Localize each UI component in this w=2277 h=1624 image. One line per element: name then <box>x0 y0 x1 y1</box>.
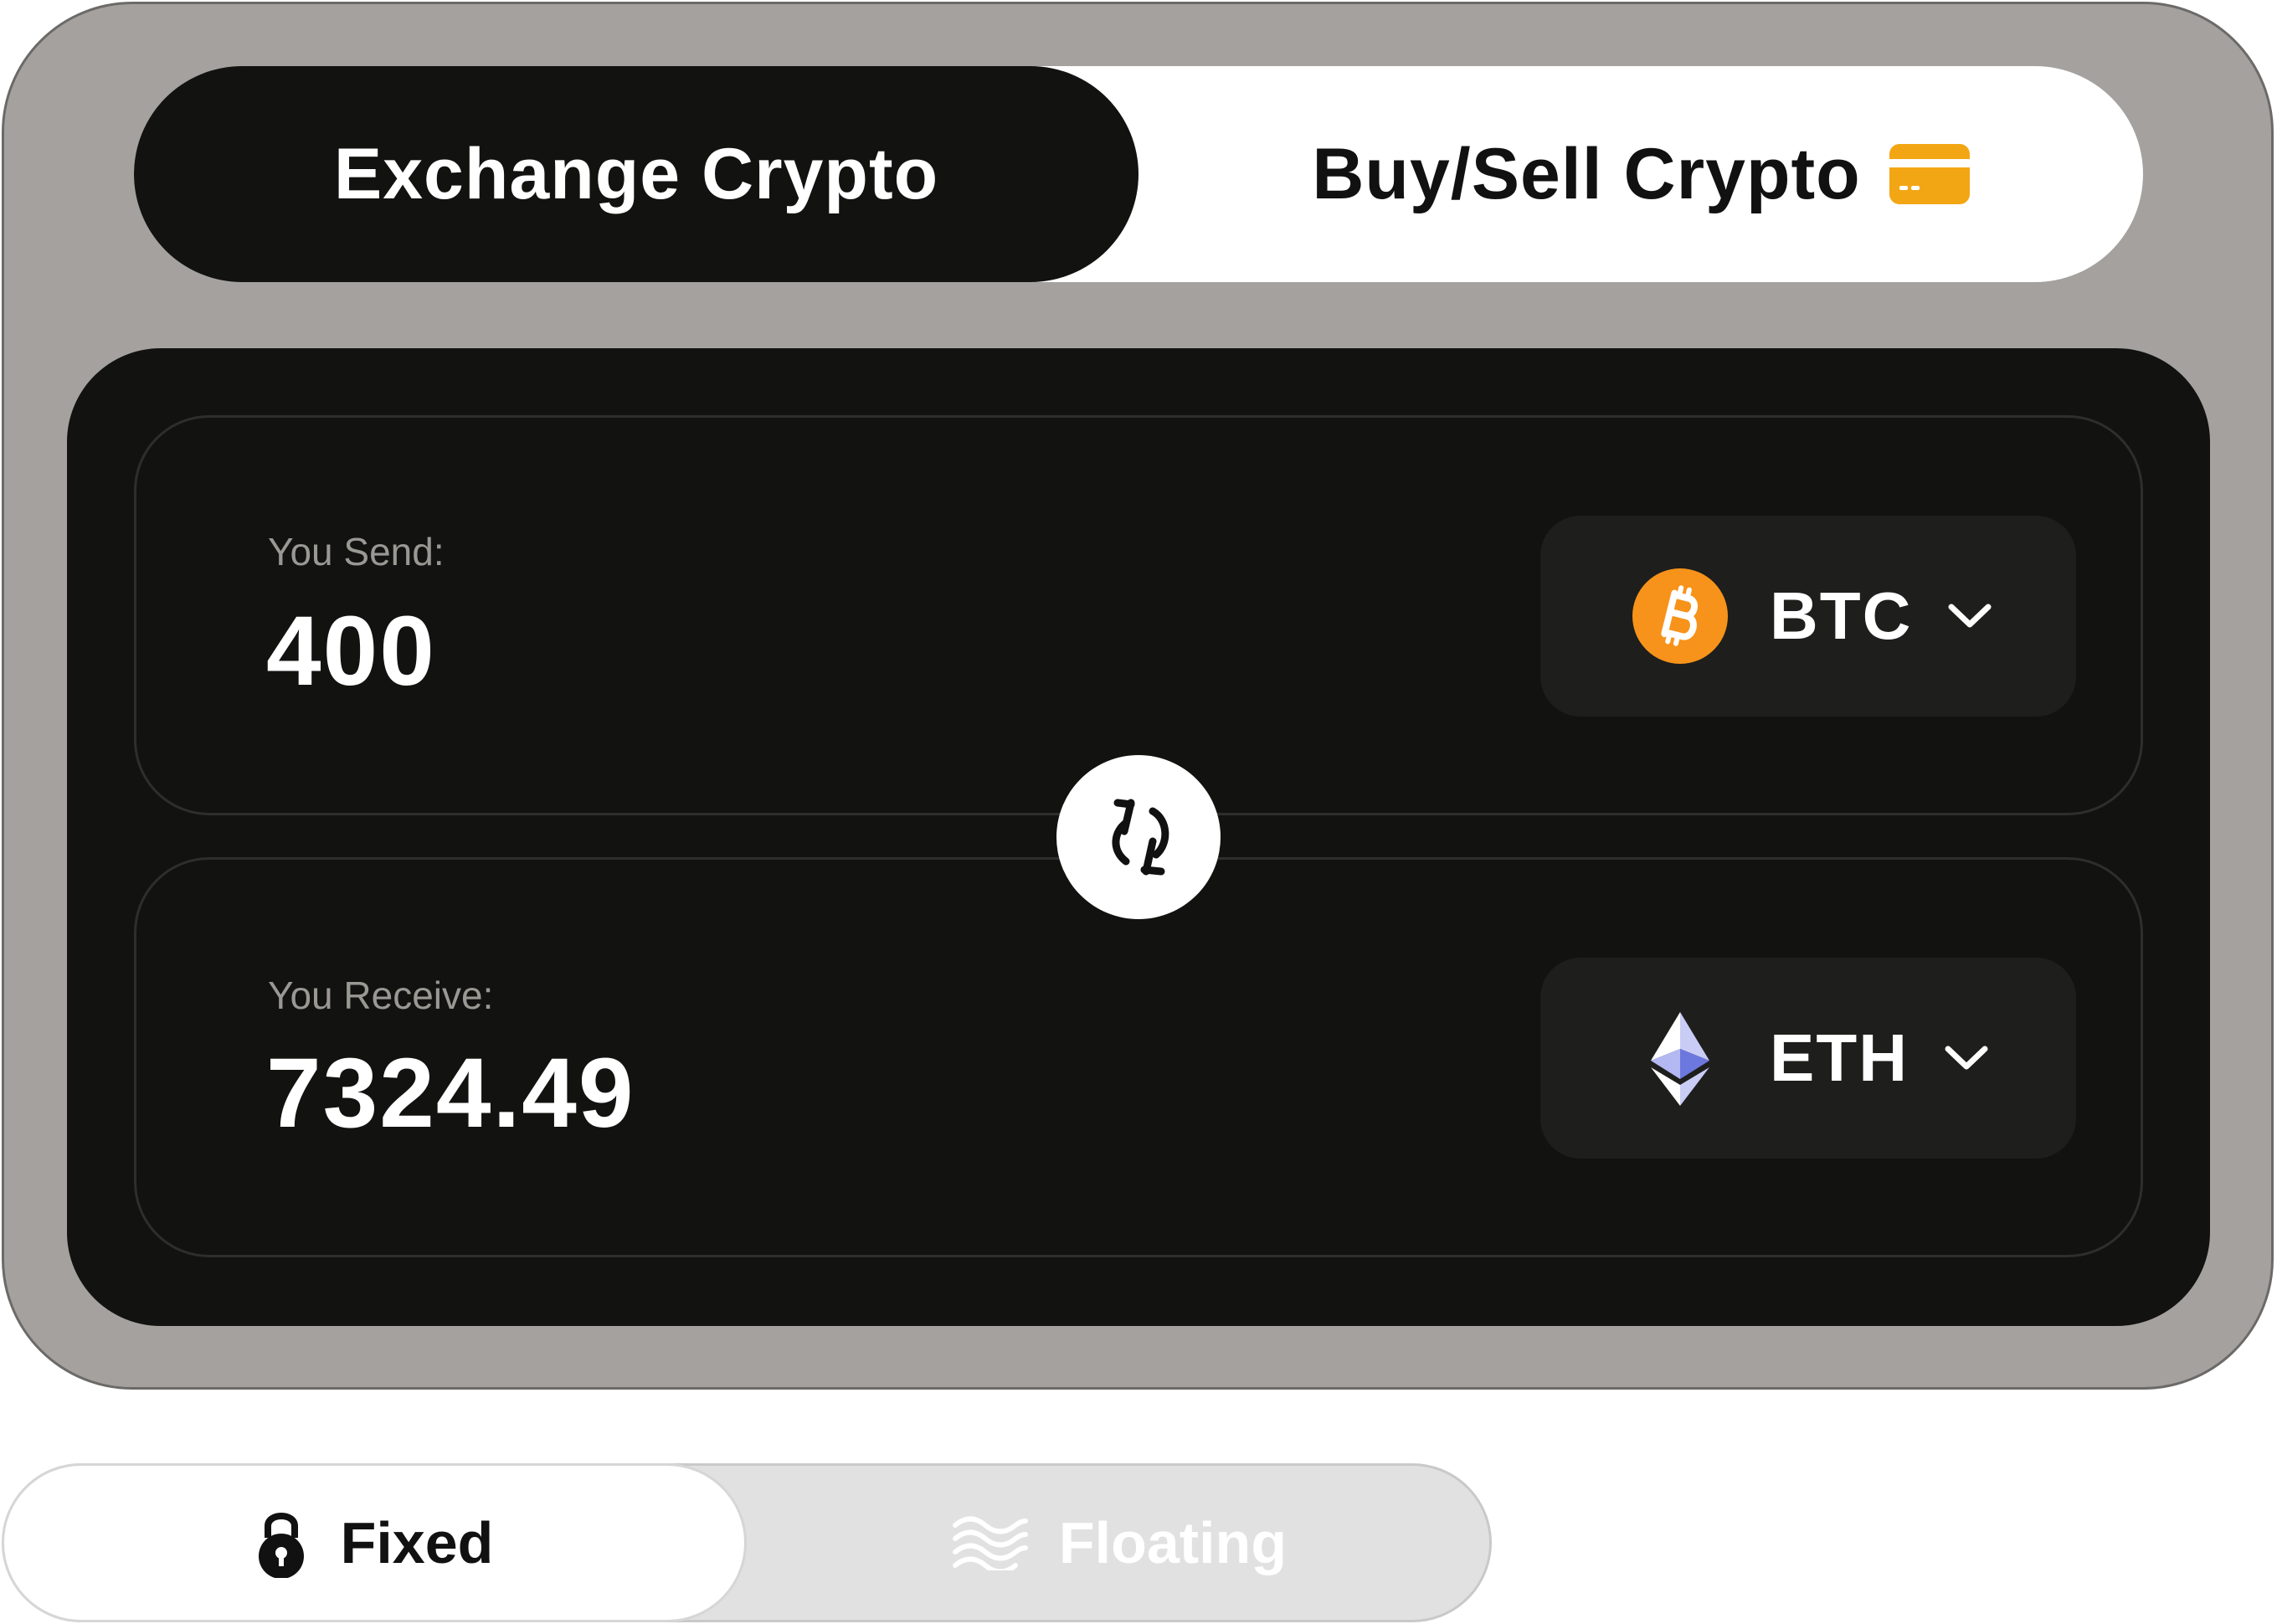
floating-label: Floating <box>1058 1510 1288 1575</box>
waves-icon <box>952 1516 1028 1570</box>
tab-exchange-label: Exchange Crypto <box>333 133 939 214</box>
receive-currency-select[interactable]: ETH <box>1540 958 2076 1159</box>
rate-option-floating[interactable]: Floating <box>747 1463 1492 1622</box>
chevron-down-icon <box>1945 1046 1988 1070</box>
tab-buy-sell-crypto[interactable]: Buy/Sell Crypto <box>1138 66 2143 282</box>
receive-amount-value: 7324.49 <box>266 1038 635 1149</box>
rate-option-fixed[interactable]: Fixed <box>2 1463 747 1622</box>
lock-icon <box>258 1513 304 1578</box>
tab-exchange-crypto[interactable]: Exchange Crypto <box>134 66 1138 282</box>
send-amount-input[interactable]: 400 <box>266 596 436 707</box>
fixed-label: Fixed <box>340 1510 494 1575</box>
ethereum-icon <box>1651 1012 1709 1106</box>
receive-currency-label: ETH <box>1770 1020 1909 1095</box>
bitcoin-icon <box>1632 568 1728 664</box>
send-currency-select[interactable]: BTC <box>1540 516 2076 717</box>
tab-buysell-label: Buy/Sell Crypto <box>1312 133 1861 214</box>
swap-currencies-button[interactable] <box>1056 755 1221 919</box>
swap-icon <box>1112 799 1169 876</box>
chevron-down-icon <box>1948 604 1992 628</box>
receive-label: You Receive: <box>268 974 494 1017</box>
send-label: You Send: <box>268 530 445 573</box>
credit-card-icon <box>1889 144 1970 204</box>
send-currency-label: BTC <box>1770 578 1913 653</box>
